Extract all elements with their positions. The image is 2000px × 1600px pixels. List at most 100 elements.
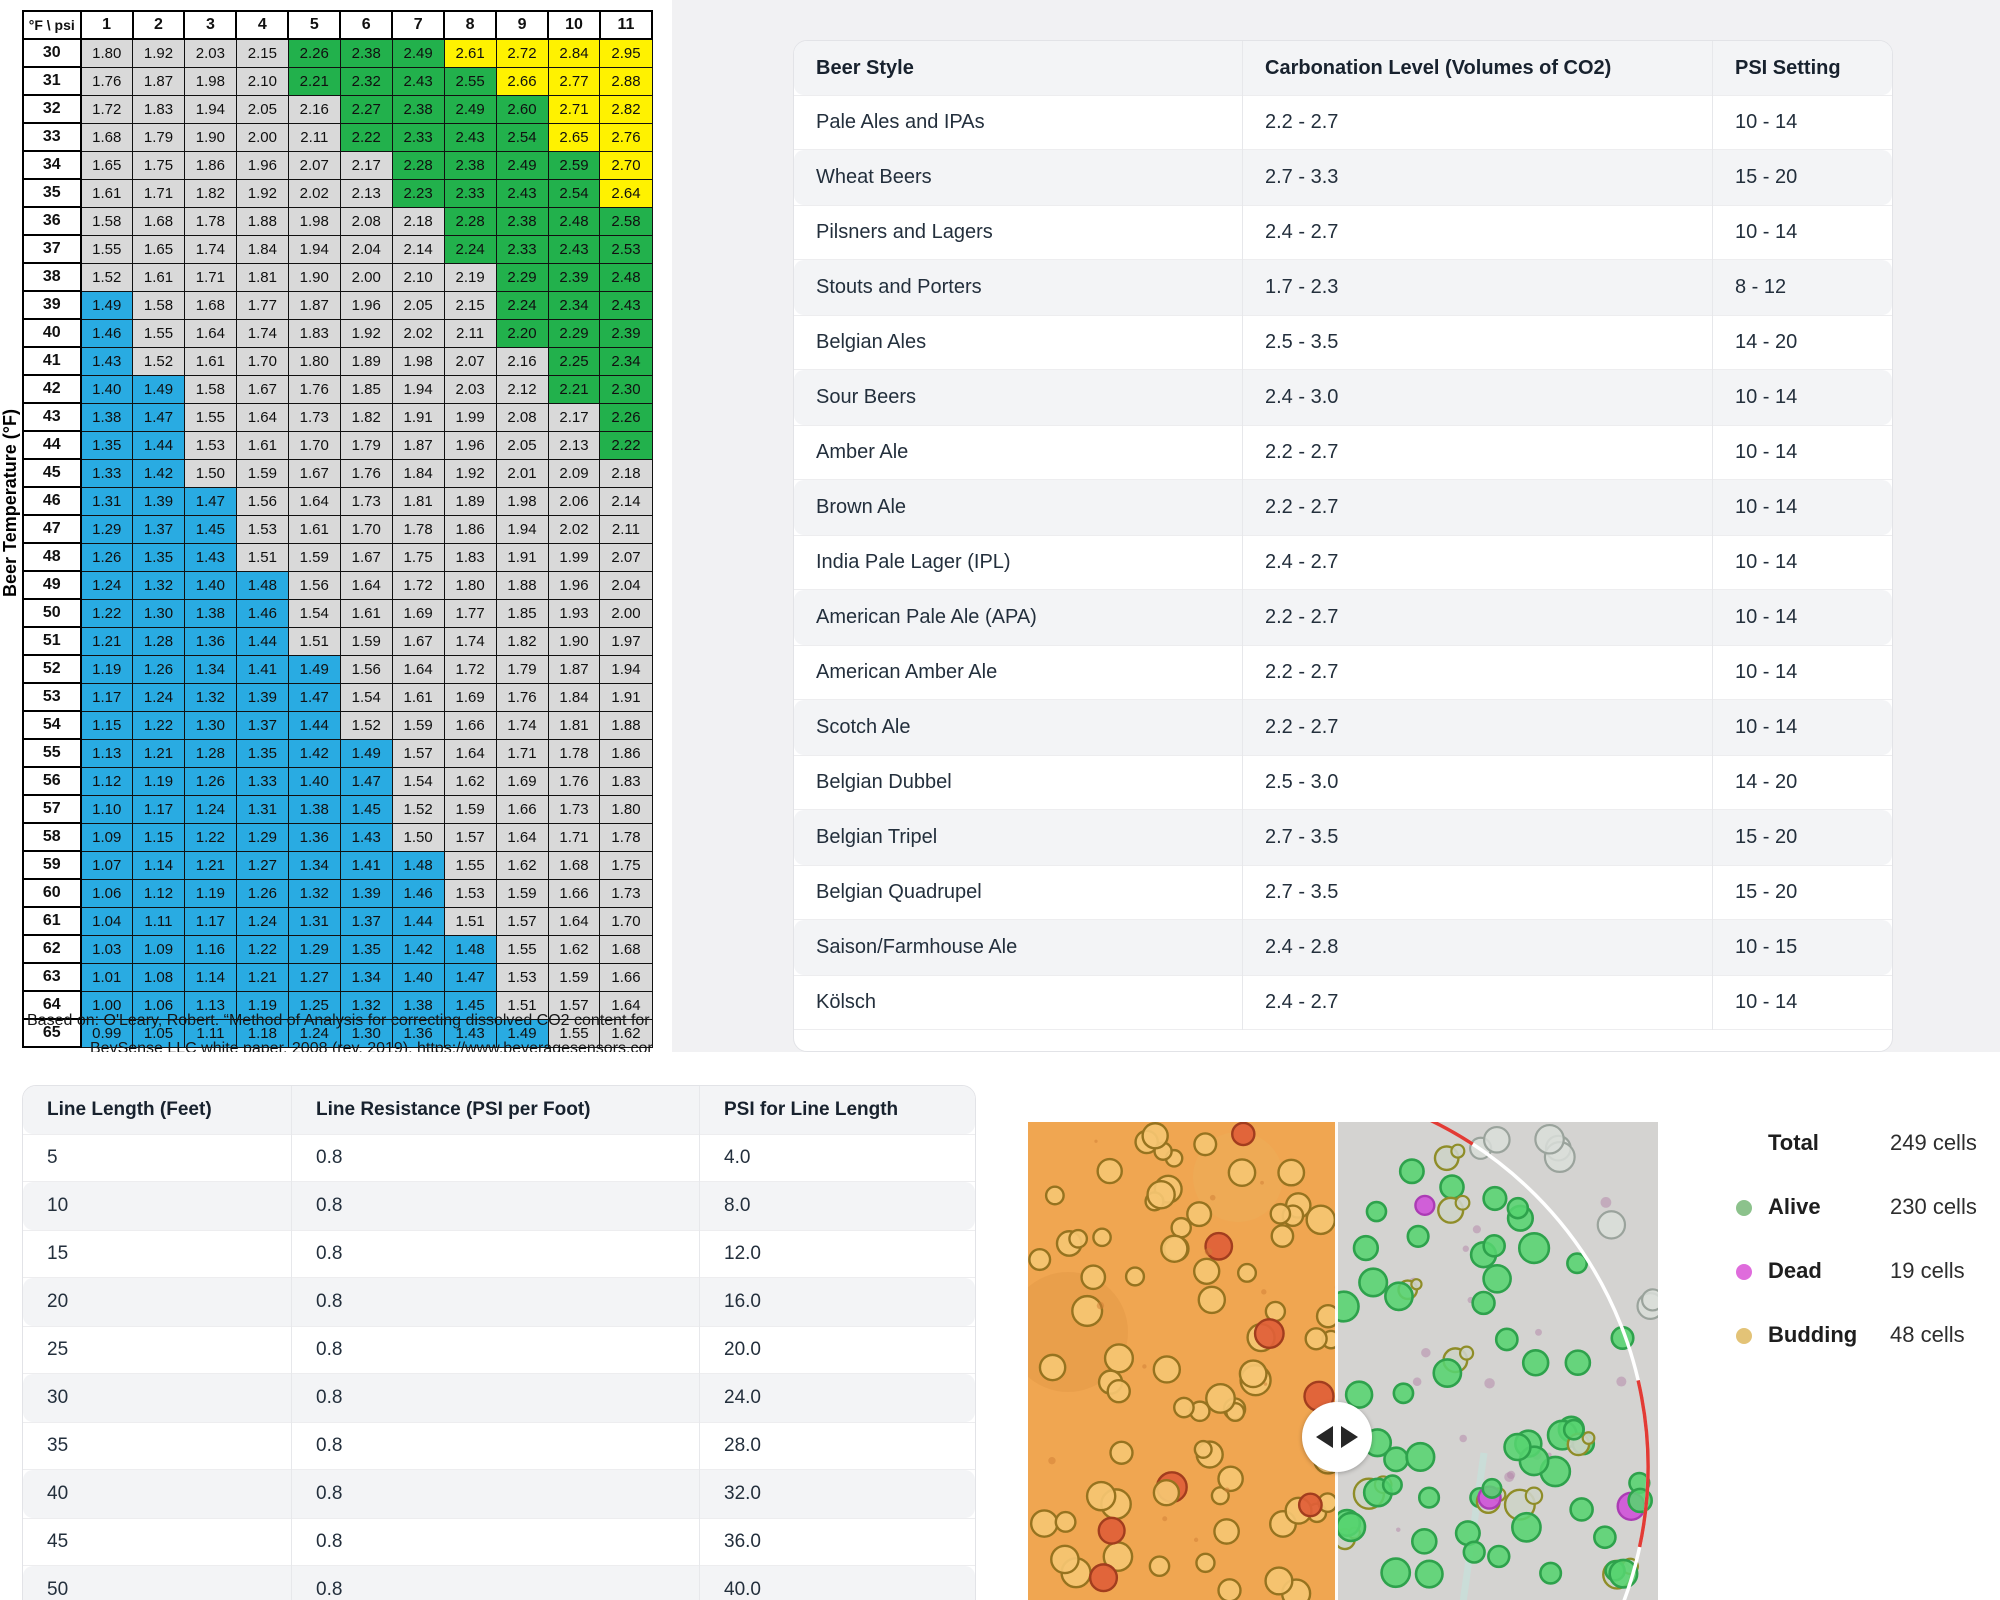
co2-value-cell: 1.94 xyxy=(183,94,237,124)
co2-value-cell: 1.53 xyxy=(235,514,289,544)
co2-value-cell: 1.73 xyxy=(287,402,341,432)
table-cell: 15 - 20 xyxy=(1712,150,1892,205)
co2-value-cell: 2.77 xyxy=(547,66,601,96)
co2-value-cell: 1.84 xyxy=(547,682,601,712)
co2-value-cell: 1.80 xyxy=(287,346,341,376)
co2-value-cell: 1.92 xyxy=(339,318,393,348)
co2-value-cell: 1.61 xyxy=(339,598,393,628)
co2-value-cell: 1.30 xyxy=(339,1018,393,1048)
co2-row: 34 1.65 1.75 1.86 1.96 2.07 2.17 2.28 2.38 2.49 2.… xyxy=(22,150,653,180)
beer-style-row: American Pale Ale (APA) 2.2 - 2.7 10 - 14 xyxy=(794,590,1892,645)
co2-row: 58 1.09 1.15 1.22 1.29 1.36 1.43 1.50 1.57 1.64 1.… xyxy=(22,822,653,852)
co2-value-cell: 1.32 xyxy=(132,570,185,600)
co2-value-cell: 1.69 xyxy=(443,682,497,712)
co2-value-cell: 1.24 xyxy=(132,682,185,712)
co2-value-cell: 1.29 xyxy=(80,514,133,544)
co2-row: 36 1.58 1.68 1.78 1.88 1.98 2.08 2.18 2.28 2.38 2.… xyxy=(22,206,653,236)
co2-value-cell: 1.80 xyxy=(80,38,133,68)
legend-value: 19 cells xyxy=(1890,1258,1965,1283)
co2-value-cell: 1.07 xyxy=(80,850,133,880)
co2-value-cell: 2.06 xyxy=(547,486,601,516)
table-cell: 10 - 14 xyxy=(1712,645,1892,700)
co2-value-cell: 1.87 xyxy=(391,430,445,460)
co2-value-cell: 1.70 xyxy=(599,906,653,936)
co2-value-cell: 1.48 xyxy=(235,570,289,600)
co2-value-cell: 1.75 xyxy=(391,542,445,572)
co2-row: 39 1.49 1.58 1.68 1.77 1.87 1.96 2.05 2.15 2.24 2.… xyxy=(22,290,653,320)
table-cell: Pale Ales and IPAs xyxy=(816,111,985,133)
co2-value-cell: 1.29 xyxy=(235,822,289,852)
budding-dot-icon xyxy=(1736,1328,1752,1344)
co2-value-cell: 2.29 xyxy=(495,262,549,292)
table-cell: 4.0 xyxy=(699,1134,975,1182)
table-cell: 0.8 xyxy=(291,1374,699,1422)
co2-value-cell: 2.23 xyxy=(391,178,445,208)
co2-value-cell: 2.00 xyxy=(339,262,393,292)
co2-value-cell: 1.49 xyxy=(132,374,185,404)
co2-value-cell: 1.75 xyxy=(599,850,653,880)
co2-row: 57 1.10 1.17 1.24 1.31 1.38 1.45 1.52 1.59 1.66 1.… xyxy=(22,794,653,824)
legend-label: Alive xyxy=(1768,1194,1821,1219)
co2-value-cell: 2.10 xyxy=(235,66,289,96)
co2-row: 50 1.22 1.30 1.38 1.46 1.54 1.61 1.69 1.77 1.85 1.… xyxy=(22,598,653,628)
legend-item-budding: Budding 48 cells xyxy=(1730,1321,2000,1349)
cell-count-legend: Total 249 cells Alive 230 cells Dead 19 … xyxy=(1730,1110,2000,1370)
co2-value-cell: 1.67 xyxy=(391,626,445,656)
co2-value-cell: 1.64 xyxy=(391,654,445,684)
co2-value-cell: 1.26 xyxy=(132,654,185,684)
co2-value-cell: 2.43 xyxy=(599,290,653,320)
table-cell: 2.2 - 2.7 xyxy=(1242,590,1712,645)
co2-value-cell: 1.21 xyxy=(235,962,289,992)
co2-value-cell: 1.54 xyxy=(391,766,445,796)
co2-value-cell: 1.24 xyxy=(80,570,133,600)
table-cell: 0.8 xyxy=(291,1566,699,1600)
table-cell: 40 xyxy=(47,1483,69,1504)
co2-value-cell: 1.35 xyxy=(235,738,289,768)
co2-row: 52 1.19 1.26 1.34 1.41 1.49 1.56 1.64 1.72 1.79 1.… xyxy=(22,654,653,684)
table-cell: 10 - 14 xyxy=(1712,975,1892,1030)
co2-temp-header: 64 xyxy=(22,990,82,1020)
co2-value-cell: 1.22 xyxy=(235,934,289,964)
co2-value-cell: 2.95 xyxy=(599,38,653,68)
co2-value-cell: 1.59 xyxy=(547,962,601,992)
co2-value-cell: 2.04 xyxy=(599,570,653,600)
co2-value-cell: 1.78 xyxy=(599,822,653,852)
co2-value-cell: 1.81 xyxy=(235,262,289,292)
co2-value-cell: 1.10 xyxy=(80,794,133,824)
co2-value-cell: 1.52 xyxy=(391,794,445,824)
line-length-table: Line Length (Feet) Line Resistance (PSI p… xyxy=(22,1085,976,1600)
co2-psi-header: 2 xyxy=(131,10,186,40)
co2-value-cell: 1.61 xyxy=(235,430,289,460)
beer-style-row: Pilsners and Lagers 2.4 - 2.7 10 - 14 xyxy=(794,205,1892,260)
table-cell: American Pale Ale (APA) xyxy=(816,606,1037,628)
co2-value-cell: 1.68 xyxy=(132,206,185,236)
co2-value-cell: 1.46 xyxy=(391,878,445,908)
co2-value-cell: 2.07 xyxy=(599,542,653,572)
co2-value-cell: 2.49 xyxy=(443,94,497,124)
comparison-slider-handle[interactable] xyxy=(1302,1402,1372,1472)
table-cell: 10 - 14 xyxy=(1712,700,1892,755)
co2-value-cell: 2.17 xyxy=(339,150,393,180)
co2-value-cell: 1.34 xyxy=(183,654,237,684)
table-cell: 1.7 - 2.3 xyxy=(1242,260,1712,315)
co2-temp-header: 34 xyxy=(22,150,82,180)
co2-value-cell: 2.11 xyxy=(599,514,653,544)
co2-value-cell: 2.43 xyxy=(443,122,497,152)
co2-value-cell: 1.66 xyxy=(443,710,497,740)
table-cell: India Pale Lager (IPL) xyxy=(816,551,1011,573)
co2-value-cell: 1.27 xyxy=(235,850,289,880)
co2-row: 60 1.06 1.12 1.19 1.26 1.32 1.39 1.46 1.53 1.59 1.… xyxy=(22,878,653,908)
co2-value-cell: 1.36 xyxy=(287,822,341,852)
co2-value-cell: 1.39 xyxy=(339,878,393,908)
table-cell: 0.8 xyxy=(291,1230,699,1278)
co2-temp-header: 65 xyxy=(22,1018,82,1048)
co2-value-cell: 1.19 xyxy=(183,878,237,908)
co2-value-cell: 1.16 xyxy=(183,934,237,964)
line-length-row: 45 0.8 36.0 xyxy=(23,1518,975,1566)
alive-dot-icon xyxy=(1736,1200,1752,1216)
co2-value-cell: 2.16 xyxy=(287,94,341,124)
table-cell: 14 - 20 xyxy=(1712,315,1892,370)
co2-value-cell: 1.32 xyxy=(183,682,237,712)
co2-value-cell: 1.85 xyxy=(339,374,393,404)
co2-value-cell: 1.49 xyxy=(339,738,393,768)
